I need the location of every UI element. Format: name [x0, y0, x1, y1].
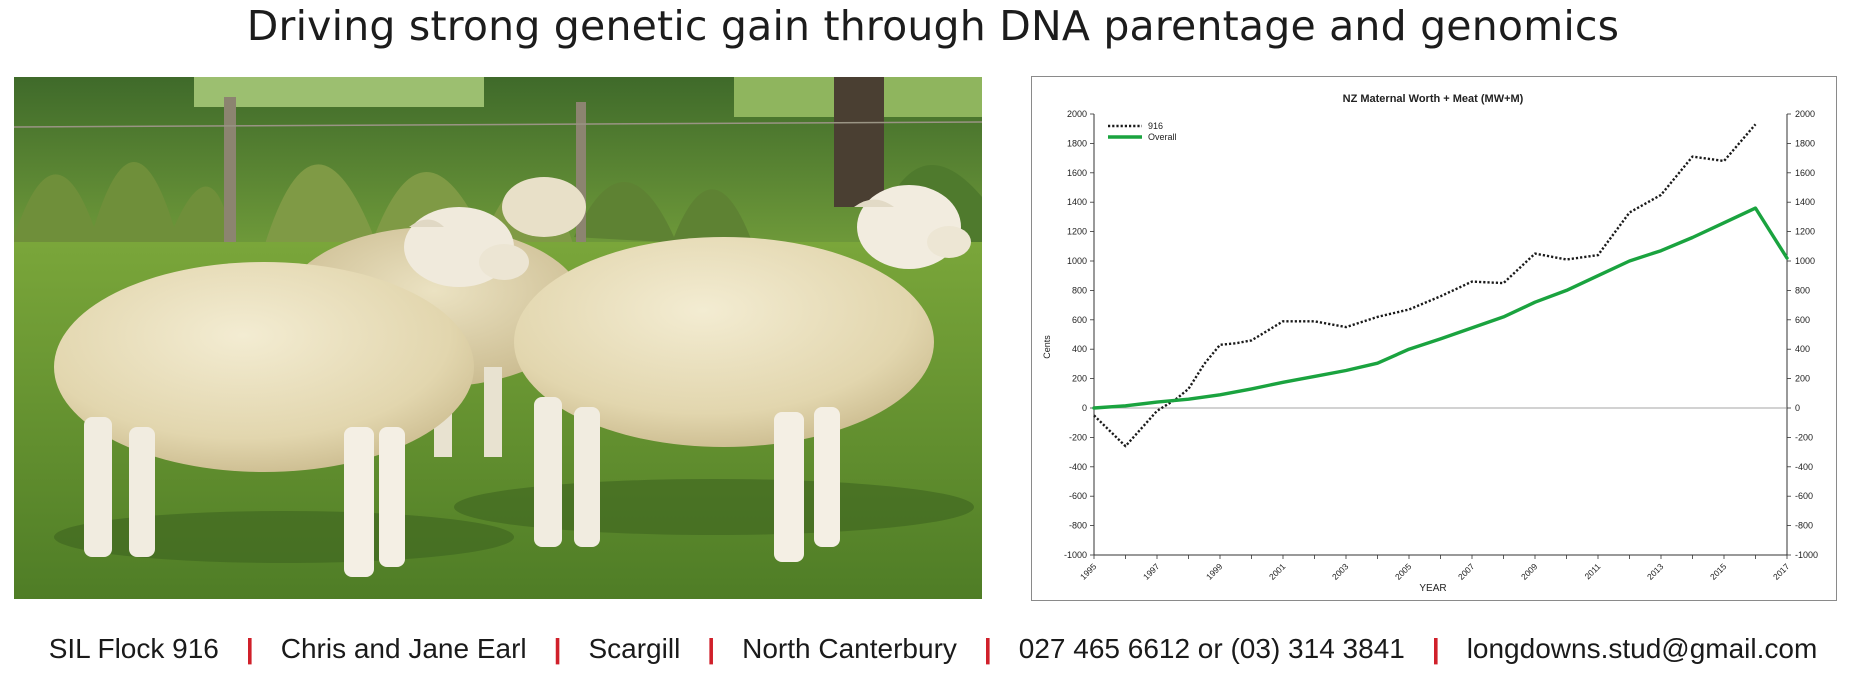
y-tick-label: 800: [1072, 285, 1087, 295]
legend-label: Overall: [1148, 132, 1177, 142]
y-tick-label-right: -800: [1795, 521, 1813, 531]
chart-title: NZ Maternal Worth + Meat (MW+M): [1343, 93, 1524, 105]
y-tick-label-right: 800: [1795, 285, 1810, 295]
footer-owners: Chris and Jane Earl: [280, 633, 527, 664]
y-tick-label: 0: [1082, 403, 1087, 413]
y-tick-label-right: -600: [1795, 491, 1813, 501]
y-tick-label: -600: [1069, 491, 1087, 501]
sheep-photo: [14, 77, 982, 599]
y-tick-label: 1200: [1067, 227, 1087, 237]
y-tick-label-right: -1000: [1795, 550, 1818, 560]
x-tick-label: 2007: [1456, 561, 1477, 582]
y-tick-label-right: 0: [1795, 403, 1800, 413]
x-tick-label: 2013: [1645, 561, 1666, 582]
y-tick-label-right: -400: [1795, 462, 1813, 472]
y-tick-label: -1000: [1064, 550, 1087, 560]
y-tick-label: 200: [1072, 374, 1087, 384]
series-line-overall: [1092, 206, 1789, 410]
x-axis-label: YEAR: [1419, 583, 1446, 594]
y-tick-label: 600: [1072, 315, 1087, 325]
y-tick-label: 1600: [1067, 168, 1087, 178]
y-tick-label: -200: [1069, 432, 1087, 442]
y-tick-label-right: 200: [1795, 374, 1810, 384]
footer-flock: SIL Flock 916: [48, 633, 219, 664]
x-tick-label: 2005: [1393, 561, 1414, 582]
series-line-916: [1093, 123, 1757, 448]
y-tick-label-right: 1400: [1795, 197, 1815, 207]
footer-separator: |: [983, 633, 992, 664]
x-tick-label: 2003: [1330, 561, 1351, 582]
x-tick-label: 1997: [1141, 561, 1162, 582]
y-tick-label-right: 1600: [1795, 168, 1815, 178]
footer-phone[interactable]: 027 465 6612 or (03) 314 3841: [1018, 633, 1405, 664]
y-tick-label: 2000: [1067, 109, 1087, 119]
x-tick-label: 2001: [1267, 561, 1288, 582]
footer-separator: |: [245, 633, 254, 664]
legend-label: 916: [1148, 121, 1163, 131]
y-tick-label-right: -200: [1795, 432, 1813, 442]
x-tick-label: 2017: [1771, 561, 1792, 582]
y-tick-label: 1400: [1067, 197, 1087, 207]
y-tick-label-right: 2000: [1795, 109, 1815, 119]
y-tick-label: 1800: [1067, 138, 1087, 148]
y-tick-label: -800: [1069, 521, 1087, 531]
footer-separator: |: [707, 633, 716, 664]
footer-region: North Canterbury: [742, 633, 957, 664]
y-axis-label: Cents: [1042, 335, 1052, 359]
footer-separator: |: [553, 633, 562, 664]
x-tick-label: 2015: [1708, 561, 1729, 582]
y-tick-label-right: 400: [1795, 344, 1810, 354]
x-tick-label: 2011: [1582, 561, 1602, 581]
footer-locality: Scargill: [588, 633, 681, 664]
x-tick-label: 1995: [1078, 561, 1099, 582]
mwm-chart: NZ Maternal Worth + Meat (MW+M) -1000 -10…: [1031, 76, 1837, 601]
page-headline: Driving strong genetic gain through DNA …: [246, 2, 1620, 50]
footer-separator: |: [1431, 633, 1440, 664]
x-tick-label: 1999: [1204, 561, 1225, 582]
y-tick-label-right: 1000: [1795, 256, 1815, 266]
y-tick-label-right: 1200: [1795, 227, 1815, 237]
footer-email[interactable]: longdowns.stud@gmail.com: [1466, 633, 1818, 664]
contact-footer: SIL Flock 916 | Chris and Jane Earl | Sc…: [0, 628, 1866, 670]
x-tick-label: 2009: [1519, 561, 1540, 582]
y-tick-label: -400: [1069, 462, 1087, 472]
y-tick-label-right: 600: [1795, 315, 1810, 325]
y-tick-label: 400: [1072, 344, 1087, 354]
y-tick-label-right: 1800: [1795, 138, 1815, 148]
y-tick-label: 1000: [1067, 256, 1087, 266]
